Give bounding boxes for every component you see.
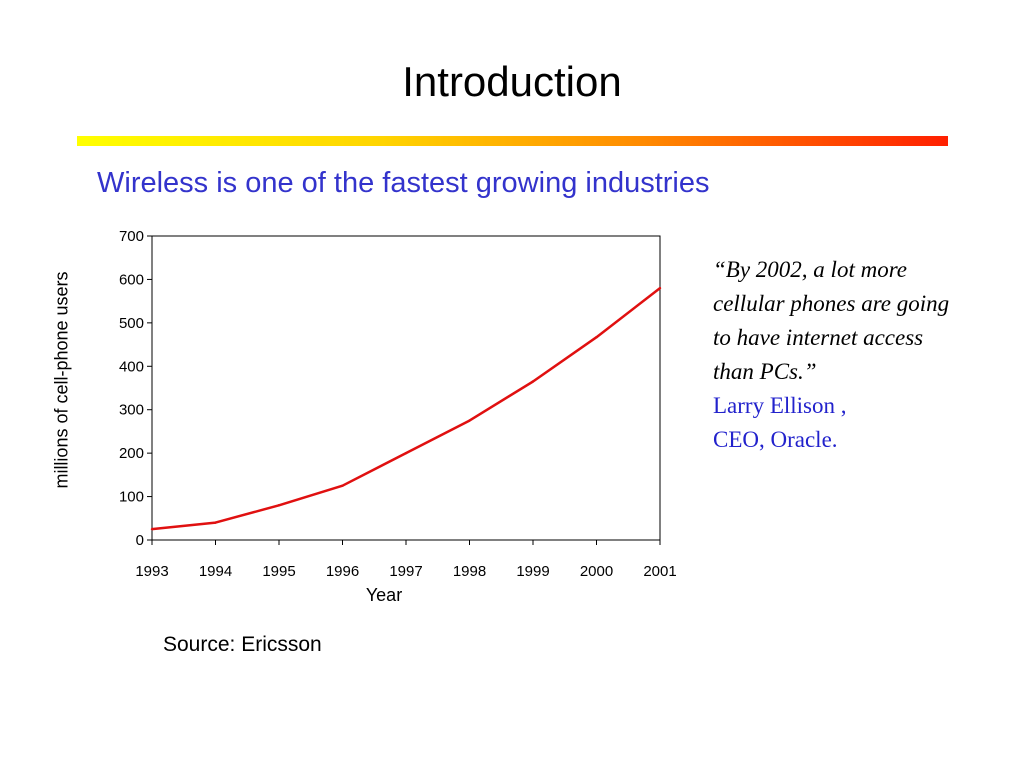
x-axis-label: Year — [365, 585, 403, 605]
x-tick-label: 1993 — [135, 563, 168, 580]
quote-author-title: CEO, Oracle. — [713, 427, 838, 452]
y-tick-label: 600 — [119, 271, 144, 288]
y-tick-label: 700 — [119, 228, 144, 245]
data-point — [468, 419, 471, 422]
data-point — [277, 504, 281, 507]
plot-frame — [151, 235, 661, 541]
chart-svg: 0 100 200 300 400 500 600 700 1993 1994 1995 1996 19… — [119, 228, 677, 580]
data-point — [150, 527, 154, 531]
y-tick-label: 500 — [119, 315, 144, 332]
data-point — [341, 484, 344, 487]
x-tick-label: 1996 — [326, 563, 359, 580]
data-point — [531, 380, 535, 383]
x-tick-label: 1997 — [389, 563, 422, 580]
data-point — [658, 286, 662, 290]
data-point — [404, 451, 408, 455]
title-rule — [77, 136, 948, 146]
x-tick-label: 1994 — [199, 563, 232, 580]
x-tick-label: 2001 — [643, 563, 676, 580]
quote-block: “By 2002, a lot more cellular phones are… — [713, 253, 963, 457]
series-line — [151, 287, 661, 531]
data-point — [214, 521, 217, 524]
slide-title: Introduction — [402, 58, 622, 105]
quote-text: “By 2002, a lot more cellular phones are… — [713, 257, 950, 384]
slide-subtitle: Wireless is one of the fastest growing i… — [97, 167, 710, 199]
y-tick-label: 0 — [136, 532, 144, 549]
line-chart: 0 100 200 300 400 500 600 700 1993 1994 1995 1996 19… — [40, 222, 700, 614]
data-point — [595, 335, 598, 339]
x-tick-label: 2000 — [580, 563, 613, 580]
x-tick-label: 1999 — [516, 563, 549, 580]
x-tick-label: 1998 — [453, 563, 486, 580]
source-note: Source: Ericsson — [163, 633, 322, 656]
y-tick-label: 400 — [119, 358, 144, 375]
y-tick-label: 300 — [119, 402, 144, 419]
x-tick-label: 1995 — [262, 563, 295, 580]
y-tick-label: 200 — [119, 445, 144, 462]
y-tick-label: 100 — [119, 489, 144, 506]
y-axis-label: millions of cell-phone users — [51, 271, 72, 489]
quote-author-name: Larry Ellison , — [713, 393, 847, 418]
